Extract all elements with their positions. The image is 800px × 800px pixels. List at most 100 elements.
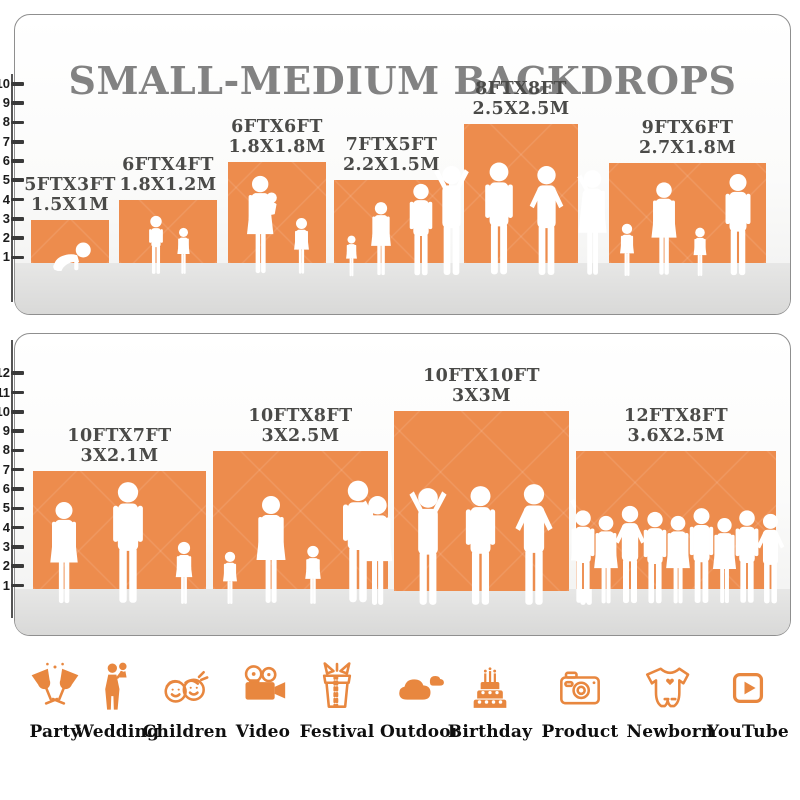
- backdrop-9ftx6ft: [609, 163, 766, 277]
- people-silhouettes: [609, 173, 766, 277]
- person-silhouette-woman-baby: [242, 175, 282, 275]
- people-silhouettes: [228, 175, 326, 275]
- person-silhouette-man: [402, 183, 440, 277]
- ruler-number: 3: [2, 210, 10, 226]
- ruler-number: 2: [2, 230, 10, 246]
- ruler-number: 9: [2, 95, 10, 111]
- person-silhouette-girl: [290, 217, 313, 275]
- size-meters: 2.7X1.8M: [638, 137, 737, 158]
- medium-backdrops-panel: 10FTX7FT 3X2.1M 10FTX8FT 3X2.5M 10FTX10FT 3X3…: [14, 333, 791, 636]
- category-youtube: YouTube: [700, 660, 796, 742]
- ruler-tick: [11, 371, 24, 375]
- backdrop-10ftx10ft: [361, 411, 601, 605]
- category-label: Video: [235, 722, 291, 742]
- person-silhouette-man: [728, 509, 766, 605]
- person-silhouette-girl: [616, 223, 638, 277]
- ruler-tick: [11, 487, 24, 491]
- backdrop-7ftx5ft: [334, 180, 449, 277]
- ruler-tick: [11, 525, 24, 530]
- person-silhouette-woman2: [571, 169, 614, 277]
- backdrop-size-label: 10FTX8FT 3X2.5M: [248, 406, 352, 446]
- size-feet: 9FTX6FT: [641, 117, 734, 138]
- category-label: Outdoor: [380, 722, 460, 742]
- backdrop-size-label: 10FTX7FT 3X2.1M: [67, 426, 171, 466]
- person-silhouette-girl: [219, 551, 241, 605]
- person-silhouette-man: [103, 481, 153, 605]
- category-product: Product: [532, 660, 628, 742]
- ruler-axis-line: [11, 74, 13, 302]
- backdrop-size-label: 12FTX8FT 3.6X2.5M: [624, 406, 728, 446]
- person-silhouette-man2: [752, 513, 789, 605]
- backdrop-10ftx7ft: [33, 471, 206, 604]
- size-feet: 10FTX10FT: [423, 365, 540, 386]
- ruler-number: 5: [2, 500, 10, 516]
- category-wedding: Wedding: [69, 660, 165, 742]
- ruler-number: 9: [2, 423, 10, 439]
- backdrop-size-label: 6FTX6FT 1.8X1.8M: [228, 117, 325, 157]
- backdrop-6ftx6ft: [228, 162, 326, 274]
- children-icon: [157, 660, 213, 716]
- backdrop-8ftx8ft: [433, 124, 607, 275]
- birthday-icon: [462, 660, 518, 716]
- person-silhouette-man: [636, 511, 674, 605]
- ruler-number: 6: [2, 153, 10, 168]
- category-label: Party: [29, 722, 81, 742]
- size-meters: 1.8X1.2M: [119, 174, 217, 195]
- size-meters: 3X2.5M: [261, 425, 340, 446]
- person-silhouette-man: [456, 485, 505, 607]
- category-video: Video: [215, 660, 311, 742]
- backdrop-12ftx8ft: [571, 451, 784, 604]
- backdrop-size-label: 7FTX5FT 2.2X1.5M: [343, 135, 440, 175]
- people-silhouettes: [213, 479, 388, 605]
- backdrop-size-label: 8FTX8FT 2.5X2.5M: [472, 79, 569, 119]
- backdrop-5ftx3ft: [31, 220, 109, 271]
- person-silhouette-woman: [645, 181, 683, 277]
- ruler-tick: [11, 390, 24, 395]
- ruler-tick: [11, 583, 24, 588]
- person-silhouette-girl: [690, 227, 710, 277]
- category-label: Wedding: [74, 722, 160, 742]
- size-feet: 7FTX5FT: [345, 134, 438, 155]
- people-silhouettes: [361, 483, 601, 607]
- people-silhouettes: [33, 481, 206, 605]
- person-silhouette-girl: [343, 235, 360, 277]
- size-feet: 6FTX6FT: [231, 116, 323, 137]
- ruler-number: 4: [2, 191, 10, 207]
- category-label: Newborn: [626, 722, 714, 742]
- ruler-tick: [11, 467, 24, 472]
- person-silhouette-man: [564, 509, 602, 605]
- people-silhouettes: [119, 215, 217, 275]
- ruler-tick: [11, 236, 24, 240]
- category-label: Festival: [299, 722, 375, 742]
- ruler-tick: [11, 178, 24, 183]
- ruler-axis-line: [11, 340, 13, 618]
- ruler-tick: [11, 197, 24, 202]
- person-silhouette-woman: [707, 517, 742, 605]
- person-silhouette-girl: [301, 545, 325, 605]
- ruler-number: 10: [0, 75, 10, 91]
- ruler-tick: [11, 545, 24, 549]
- ruler-number: 8: [2, 114, 10, 130]
- ruler-number: 3: [2, 538, 10, 554]
- ruler-tick: [11, 120, 24, 125]
- ruler-tick: [11, 564, 24, 568]
- ruler-tick: [11, 429, 24, 433]
- ruler-number: 11: [0, 384, 10, 400]
- category-label: Children: [142, 722, 228, 742]
- category-label: Birthday: [447, 722, 533, 742]
- backdrop-size-label: 5FTX3FT 1.5X1M: [24, 175, 116, 215]
- ruler-tick: [11, 410, 24, 414]
- size-meters: 3X2.1M: [80, 445, 159, 466]
- size-feet: 6FTX4FT: [122, 154, 214, 175]
- size-meters: 1.5X1M: [31, 194, 109, 215]
- ruler-number: 1: [2, 249, 10, 265]
- wedding-icon: [89, 660, 145, 716]
- page-title: SMALL-MEDIUM BACKDROPS: [68, 58, 737, 104]
- ruler-number: 4: [2, 519, 10, 535]
- ruler-tick: [11, 101, 24, 105]
- person-silhouette-man: [717, 173, 759, 277]
- small-backdrops-panel: SMALL-MEDIUM BACKDROPS 5FTX3FT 1.5X1M 6FTX…: [14, 14, 791, 315]
- ruler-tick: [11, 139, 24, 144]
- size-feet: 8FTX8FT: [475, 78, 567, 99]
